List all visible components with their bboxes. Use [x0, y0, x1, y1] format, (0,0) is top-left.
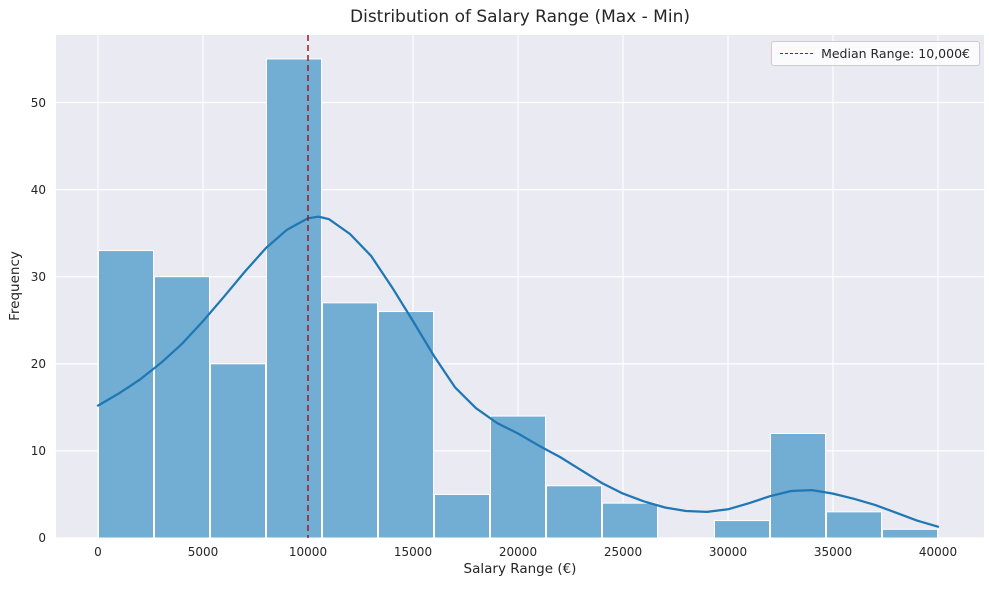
- y-tick-label: 40: [30, 182, 46, 197]
- histogram-bar: [154, 276, 211, 539]
- y-tick-label: 30: [30, 269, 46, 284]
- x-tick-label: 10000: [288, 545, 328, 559]
- x-tick-label: 30000: [708, 545, 748, 559]
- histogram-bar: [826, 511, 883, 539]
- x-tick-label: 15000: [393, 545, 433, 559]
- x-tick-label: 0: [94, 545, 102, 559]
- histogram-bar: [602, 502, 659, 539]
- y-tick-label: 20: [30, 356, 46, 371]
- median-line-legend-swatch: [780, 53, 814, 54]
- histogram-bar: [98, 250, 155, 539]
- histogram-bar: [210, 363, 267, 539]
- x-axis-label: Salary Range (€): [463, 561, 577, 577]
- histogram-bar: [770, 432, 827, 539]
- histogram-bar: [434, 493, 491, 539]
- x-tick-label: 25000: [603, 545, 643, 559]
- y-tick-label: 0: [38, 531, 46, 545]
- legend: Median Range: 10,000€: [771, 41, 980, 66]
- x-tick-label: 40000: [918, 545, 958, 559]
- histogram-bar: [378, 311, 435, 539]
- x-tick-label: 35000: [813, 545, 853, 559]
- histogram-bar: [490, 415, 547, 539]
- histogram-bar: [266, 58, 323, 539]
- histogram-bar: [546, 485, 603, 539]
- x-tick-label: 5000: [187, 545, 219, 559]
- y-tick-label: 50: [30, 95, 46, 110]
- y-tick-label: 10: [30, 443, 46, 458]
- y-axis-label: Frequency: [7, 251, 23, 321]
- legend-label: Median Range: 10,000€: [821, 46, 970, 61]
- chart-title: Distribution of Salary Range (Max - Min): [350, 7, 690, 27]
- histogram-bar: [882, 528, 939, 539]
- x-tick-label: 20000: [498, 545, 538, 559]
- histogram-bar: [714, 520, 771, 539]
- histogram-bar: [322, 302, 379, 539]
- kde-line: [96, 215, 940, 528]
